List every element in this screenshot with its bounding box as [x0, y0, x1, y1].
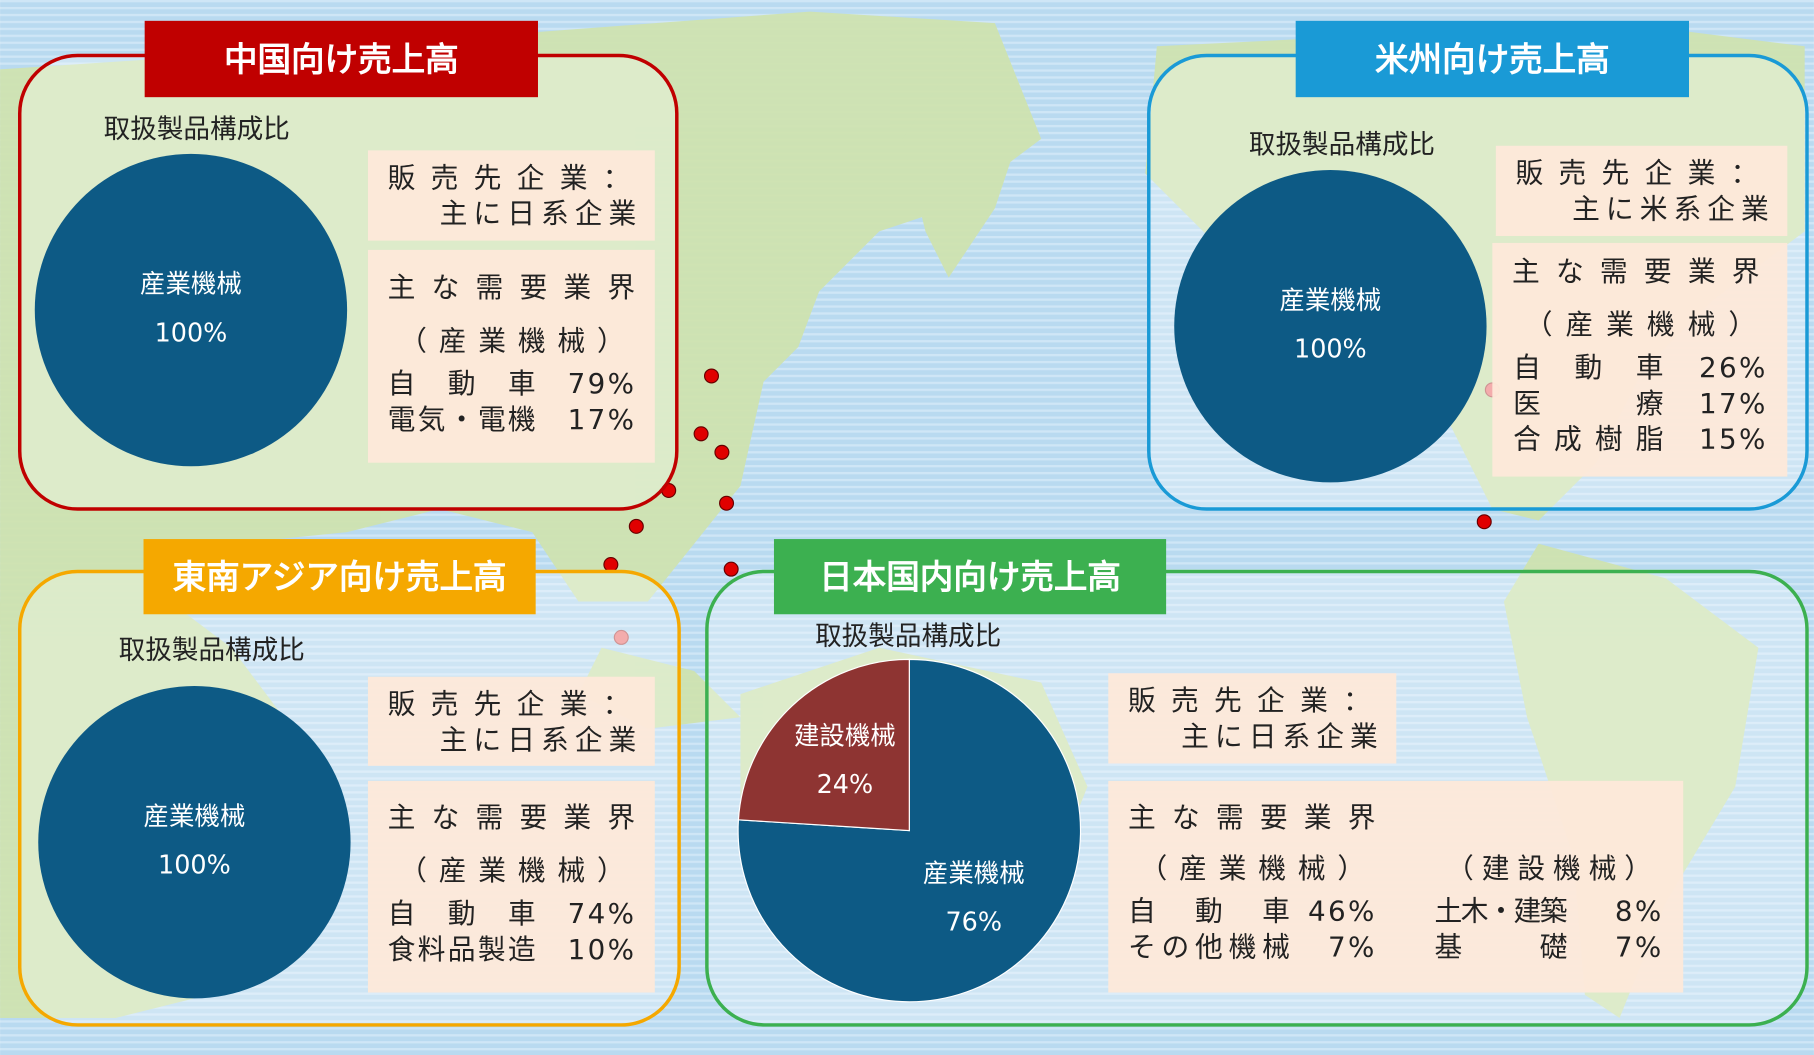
industry-share: 17% — [568, 403, 637, 436]
industry-name: 自動車 — [388, 897, 536, 930]
customer-box — [1108, 673, 1397, 764]
slice-value-label: 24% — [817, 769, 874, 799]
slice-category: 産業機械 — [1280, 285, 1382, 315]
title-box — [1295, 20, 1689, 98]
panel-title: 米州向け売上高 — [1375, 40, 1610, 79]
industry-name: 自動車 — [1513, 351, 1663, 384]
slice-value-label: 100% — [155, 317, 228, 347]
title-box — [144, 20, 538, 98]
industry-box — [1492, 242, 1788, 477]
industry-share: 26% — [1699, 351, 1768, 384]
slice-value-label: 100% — [158, 849, 231, 879]
panels: 中国向け売上高取扱製品構成比産業機械100%販売先企業：主に日系企業主な需要業界… — [18, 20, 1809, 1027]
pie-slice — [38, 685, 351, 999]
industry-name: 土木・建築 — [1435, 895, 1568, 928]
industry-name: 食料品製造 — [388, 933, 536, 966]
industry-box — [367, 780, 655, 993]
industry-share: 8% — [1615, 895, 1664, 928]
industry-share: 17% — [1699, 387, 1768, 420]
panel-subtitle: 取扱製品構成比 — [119, 635, 305, 666]
slice-category: 産業機械 — [144, 801, 246, 831]
industry-share: 7% — [1615, 931, 1664, 964]
industry-name: 自動車 — [1128, 895, 1290, 928]
industry-box — [367, 249, 655, 463]
pie-slice — [34, 153, 348, 467]
customer-box — [367, 676, 655, 766]
industry-name: 電気・電機 — [388, 403, 536, 436]
panel-title: 中国向け売上高 — [224, 40, 459, 79]
industry-share: 46% — [1308, 895, 1377, 928]
pie-slice — [737, 658, 1082, 1003]
customer-box — [367, 150, 655, 241]
customer-box — [1495, 145, 1788, 236]
industry-share: 74% — [568, 897, 637, 930]
panel-subtitle: 取扱製品構成比 — [815, 621, 1001, 652]
panel-title: 東南アジア向け売上高 — [173, 557, 507, 596]
industry-box — [1108, 780, 1684, 993]
pie-slice — [737, 658, 910, 832]
industry-name: その他機械 — [1128, 931, 1290, 964]
industry-share: 15% — [1699, 423, 1768, 456]
title-box — [773, 539, 1167, 615]
panel-subtitle: 取扱製品構成比 — [1249, 129, 1435, 160]
industry-share: 10% — [568, 933, 637, 966]
panel-title: 日本国内向け売上高 — [819, 557, 1121, 596]
industry-name: 自動車 — [388, 367, 536, 400]
pie-slice — [1174, 170, 1487, 483]
slice-category: 産業機械 — [923, 858, 1025, 888]
slice-category: 産業機械 — [140, 269, 242, 299]
industry-share: 79% — [568, 367, 637, 400]
slice-value-label: 76% — [945, 907, 1002, 937]
slice-category: 建設機械 — [794, 721, 896, 751]
panel-subtitle: 取扱製品構成比 — [104, 114, 290, 145]
slice-value-label: 100% — [1294, 334, 1367, 364]
title-box — [143, 539, 536, 615]
industry-share: 7% — [1328, 931, 1377, 964]
